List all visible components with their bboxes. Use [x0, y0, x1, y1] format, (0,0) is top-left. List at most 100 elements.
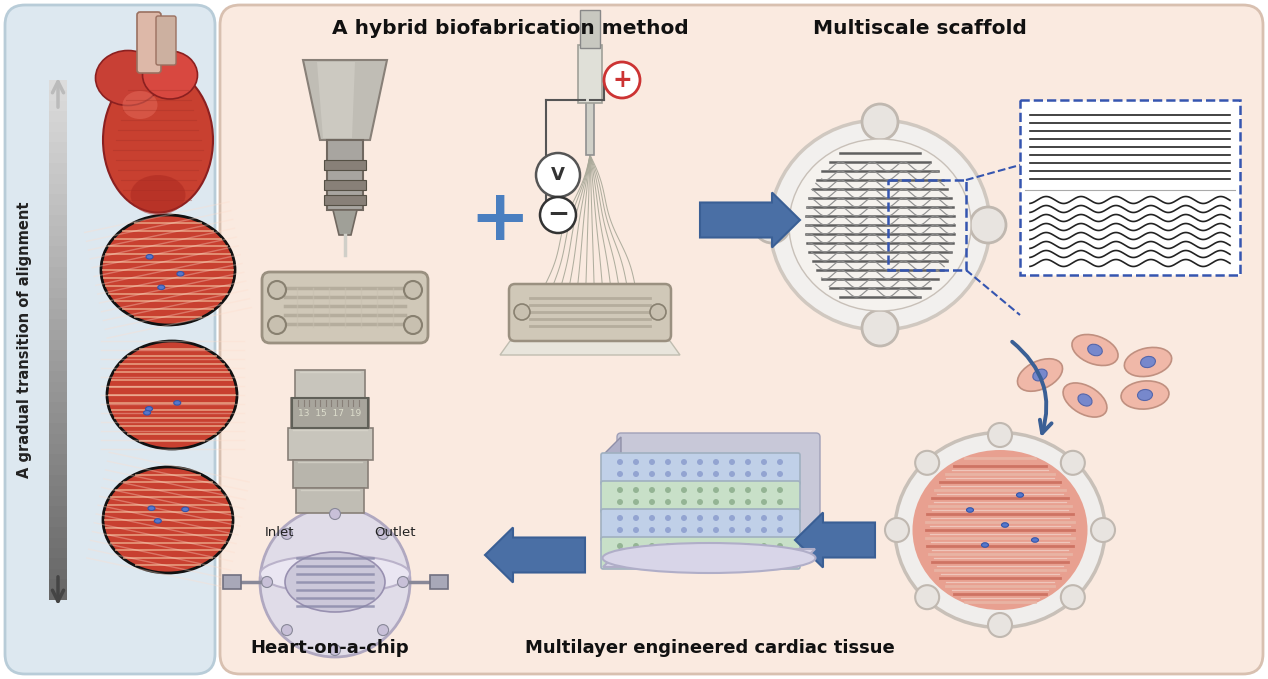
Bar	[49, 558, 67, 569]
Bar	[295, 370, 365, 398]
Bar	[49, 111, 67, 122]
Circle shape	[761, 487, 767, 493]
Circle shape	[915, 585, 940, 609]
Circle shape	[664, 543, 671, 549]
Bar	[49, 309, 67, 319]
Circle shape	[261, 576, 273, 587]
Ellipse shape	[1071, 335, 1118, 365]
Bar	[288, 428, 373, 460]
Ellipse shape	[95, 50, 161, 105]
FancyBboxPatch shape	[156, 16, 176, 65]
Text: −: −	[547, 202, 569, 228]
Ellipse shape	[1121, 381, 1169, 409]
Circle shape	[649, 487, 656, 493]
Circle shape	[697, 471, 702, 477]
Ellipse shape	[146, 407, 152, 411]
Bar	[49, 174, 67, 184]
Bar	[49, 340, 67, 350]
Circle shape	[970, 207, 1006, 243]
Ellipse shape	[260, 555, 410, 593]
Circle shape	[540, 197, 576, 233]
Bar	[223, 575, 241, 589]
Ellipse shape	[981, 543, 989, 547]
Text: A gradual transition of alignment: A gradual transition of alignment	[18, 202, 33, 478]
Bar	[49, 371, 67, 382]
Circle shape	[404, 316, 422, 334]
Circle shape	[664, 499, 671, 505]
Circle shape	[633, 555, 639, 561]
Circle shape	[761, 543, 767, 549]
Circle shape	[633, 459, 639, 465]
Text: A hybrid biofabrication method: A hybrid biofabrication method	[332, 18, 689, 37]
Circle shape	[761, 471, 767, 477]
Circle shape	[650, 304, 666, 320]
Circle shape	[761, 515, 767, 521]
Circle shape	[729, 543, 735, 549]
Circle shape	[713, 459, 719, 465]
Circle shape	[633, 543, 639, 549]
Circle shape	[746, 543, 751, 549]
Ellipse shape	[107, 341, 237, 449]
Polygon shape	[333, 210, 358, 235]
Text: Inlet: Inlet	[265, 526, 294, 538]
Circle shape	[260, 507, 410, 657]
Circle shape	[681, 527, 687, 533]
Circle shape	[697, 543, 702, 549]
Circle shape	[604, 62, 640, 98]
Circle shape	[729, 555, 735, 561]
Circle shape	[713, 487, 719, 493]
Bar	[49, 589, 67, 600]
Ellipse shape	[1017, 493, 1023, 497]
FancyBboxPatch shape	[137, 12, 161, 73]
Polygon shape	[303, 60, 387, 140]
Circle shape	[633, 499, 639, 505]
Circle shape	[761, 459, 767, 465]
Bar	[49, 329, 67, 340]
Bar	[293, 460, 368, 488]
Bar	[49, 485, 67, 496]
Bar	[325, 180, 366, 190]
Circle shape	[746, 459, 751, 465]
Circle shape	[664, 555, 671, 561]
Circle shape	[681, 555, 687, 561]
Ellipse shape	[181, 507, 189, 511]
Bar	[49, 278, 67, 288]
Circle shape	[729, 515, 735, 521]
Circle shape	[697, 499, 702, 505]
Ellipse shape	[1033, 369, 1047, 381]
Circle shape	[378, 528, 388, 539]
Ellipse shape	[1125, 348, 1172, 377]
Text: V: V	[552, 166, 566, 184]
Ellipse shape	[1078, 394, 1092, 406]
Circle shape	[664, 527, 671, 533]
FancyBboxPatch shape	[5, 5, 216, 674]
Ellipse shape	[285, 552, 385, 612]
Ellipse shape	[1031, 538, 1038, 543]
Bar	[49, 225, 67, 236]
Circle shape	[777, 499, 784, 505]
Text: Heart-on-a-chip: Heart-on-a-chip	[251, 639, 410, 657]
Circle shape	[618, 515, 623, 521]
Circle shape	[681, 543, 687, 549]
Ellipse shape	[178, 272, 184, 276]
Ellipse shape	[103, 467, 233, 573]
Circle shape	[649, 527, 656, 533]
Circle shape	[988, 613, 1012, 637]
Circle shape	[697, 515, 702, 521]
Ellipse shape	[157, 285, 165, 290]
Text: 13  15  17  19: 13 15 17 19	[298, 409, 361, 418]
Bar	[49, 444, 67, 454]
Bar	[430, 575, 448, 589]
Circle shape	[746, 471, 751, 477]
Circle shape	[1061, 585, 1085, 609]
Bar	[49, 184, 67, 194]
Text: Multiscale scaffold: Multiscale scaffold	[813, 18, 1027, 37]
Circle shape	[862, 310, 898, 346]
Circle shape	[862, 104, 898, 140]
Circle shape	[618, 459, 623, 465]
Ellipse shape	[770, 120, 990, 330]
Bar	[49, 298, 67, 309]
FancyBboxPatch shape	[221, 5, 1263, 674]
FancyBboxPatch shape	[508, 284, 671, 341]
Circle shape	[681, 499, 687, 505]
